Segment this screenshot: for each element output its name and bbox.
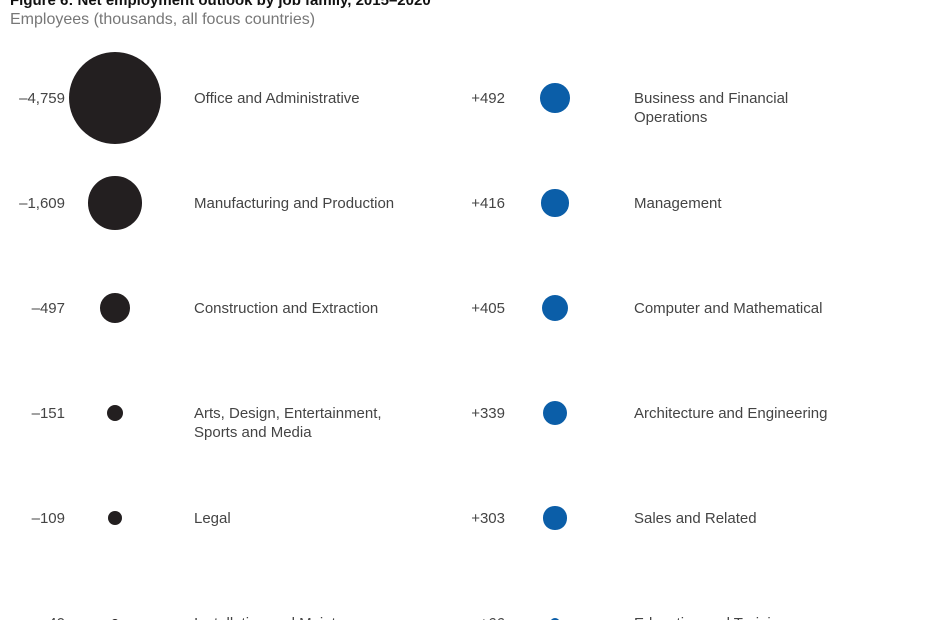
job-family-label: Manufacturing and Production	[194, 195, 395, 212]
job-family-label: Installation and Maintenance	[194, 614, 385, 620]
bubble-mark	[543, 506, 567, 530]
job-family-label: Arts, Design, Entertainment, Sports and M…	[194, 405, 382, 441]
bubble-mark	[69, 52, 161, 144]
bubble-value-label: +66	[435, 614, 505, 620]
bubble-mark	[540, 83, 570, 113]
bubble-value-label: +339	[471, 405, 505, 422]
job-family-label: Architecture and Engineering	[634, 405, 828, 422]
bubble-value-label: –151	[31, 405, 65, 422]
bubble-mark	[88, 176, 142, 230]
job-family-label: Office and Administrative	[194, 90, 360, 107]
bubble-value-label: +303	[471, 510, 505, 527]
bubble-mark	[541, 189, 569, 217]
bubble-value-label: +492	[471, 90, 505, 107]
job-family-label: Legal	[194, 510, 231, 527]
bubble-value-label: –40	[0, 614, 65, 620]
job-family-label: Computer and Mathematical	[634, 300, 823, 317]
bubble-mark	[542, 400, 568, 426]
chart-title: Figure 6: Net employment outlook by job …	[10, 0, 431, 9]
bubble-value-label: +405	[471, 300, 505, 317]
job-family-label: Construction and Extraction	[194, 300, 379, 317]
bubble-value-label: –4,759	[19, 90, 65, 107]
chart-subtitle: Employees (thousands, all focus countrie…	[10, 11, 316, 28]
bubble-mark	[110, 618, 120, 620]
bubble-mark	[541, 294, 569, 322]
job-family-label: Sales and Related	[634, 510, 757, 527]
bubble-mark	[549, 617, 561, 620]
job-family-label: Business and Financial Operations	[634, 90, 789, 126]
bubble-mark	[108, 511, 122, 525]
job-family-label: Education and Training	[634, 614, 787, 620]
bubble-mark	[100, 293, 130, 323]
bubble-value-label: –109	[31, 510, 65, 527]
bubble-value-label: +416	[471, 195, 505, 212]
job-family-label: Management	[634, 195, 722, 212]
bubble-mark	[106, 404, 124, 422]
bubble-value-label: –497	[31, 300, 65, 317]
bubble-value-label: –1,609	[19, 195, 65, 212]
